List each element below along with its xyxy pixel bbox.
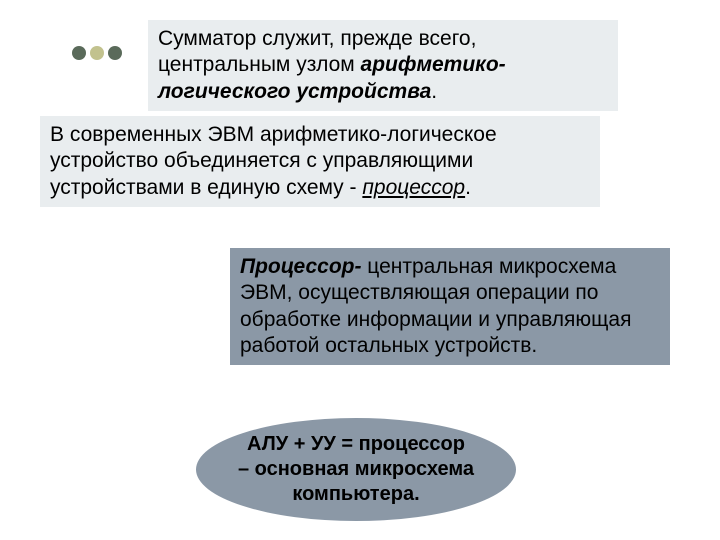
block4-line1: АЛУ + УУ = процессор — [224, 432, 488, 457]
block2-end: . — [465, 176, 471, 199]
bullet-row — [72, 46, 122, 60]
block2-underline: процессор — [362, 176, 465, 199]
block4-line3: компьютера. — [224, 482, 488, 507]
bullet-3 — [108, 46, 122, 60]
text-block-3: Процессор- центральная микросхема ЭВМ, о… — [230, 248, 670, 365]
bullet-1 — [72, 46, 86, 60]
text-block-4: АЛУ + УУ = процессор – основная микросхе… — [196, 418, 516, 521]
block1-end: . — [431, 80, 437, 103]
bullet-2 — [90, 46, 104, 60]
block3-bold: Процессор- — [240, 255, 361, 278]
block4-line2: – основная микросхема — [224, 457, 488, 482]
text-block-1: Сумматор служит, прежде всего, центральн… — [148, 20, 618, 111]
text-block-2: В современных ЭВМ арифметико-логическое … — [40, 116, 600, 207]
